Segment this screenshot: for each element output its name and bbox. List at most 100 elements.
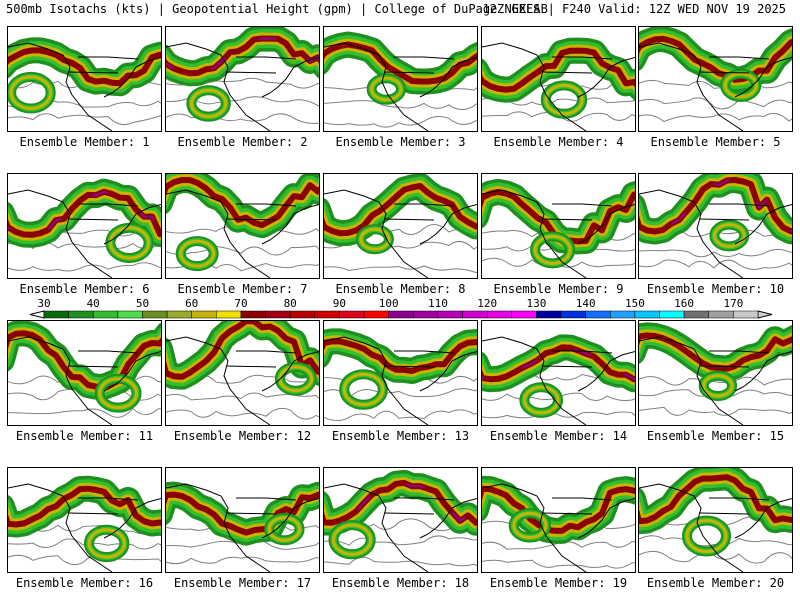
height-contour — [639, 248, 792, 258]
jet-isotach-band-3 — [8, 47, 161, 87]
coastline-border — [639, 336, 792, 425]
scale-bin — [659, 310, 685, 319]
height-contour — [639, 112, 792, 123]
scale-bin — [68, 310, 94, 319]
coastline-border — [324, 42, 477, 131]
scale-bin — [142, 310, 168, 319]
isotach-map-svg — [8, 321, 161, 425]
scale-bin — [265, 310, 291, 319]
height-contour — [166, 407, 319, 420]
isotach-map-svg — [8, 37, 161, 131]
vortex-isotach-ring-2 — [108, 226, 151, 260]
isotach-map-svg — [324, 31, 477, 131]
ensemble-member-label: Ensemble Member: 14 — [489, 429, 628, 443]
ensemble-member-label: Ensemble Member: 5 — [650, 135, 781, 149]
scale-bin — [462, 310, 488, 319]
vortex-isotach-ring-2 — [512, 511, 548, 540]
scale-bin — [708, 310, 734, 319]
coastline-border — [166, 42, 319, 131]
vortex-isotach-ring-2 — [189, 88, 228, 119]
height-contour — [639, 406, 792, 416]
ensemble-member-map — [7, 320, 162, 426]
ensemble-member-label: Ensemble Member: 4 — [493, 135, 624, 149]
scale-bin — [43, 310, 69, 319]
vortex-isotach-ring-2 — [98, 377, 138, 410]
jet-isotach-band-3 — [482, 47, 635, 93]
height-contour — [8, 113, 161, 126]
ensemble-member-label: Ensemble Member: 18 — [331, 576, 470, 590]
isotach-map-svg — [482, 475, 635, 572]
ensemble-member-label: Ensemble Member: 19 — [489, 576, 628, 590]
ensemble-member-label: Ensemble Member: 2 — [177, 135, 308, 149]
scale-bin — [585, 310, 611, 319]
ensemble-member-map — [165, 467, 320, 573]
isotach-map-svg — [324, 469, 477, 572]
coastline-border — [8, 189, 161, 278]
scale-tick-label: 120 — [477, 297, 497, 310]
ensemble-member-label: Ensemble Member: 13 — [331, 429, 470, 443]
height-contour — [324, 409, 477, 421]
jet-isotach-band-3 — [639, 474, 792, 525]
isotach-map-svg — [166, 27, 319, 131]
scale-bin — [610, 310, 636, 319]
ensemble-member-label: Ensemble Member: 1 — [19, 135, 150, 149]
height-contour — [482, 411, 635, 419]
ensemble-member-map — [481, 467, 636, 573]
isotach-map-svg — [166, 321, 319, 425]
isotach-map-svg — [8, 178, 161, 278]
scale-bin — [339, 310, 365, 319]
scale-bin — [486, 310, 513, 319]
jet-isotach-band-3 — [482, 344, 635, 383]
ensemble-member-map — [165, 173, 320, 279]
height-contour — [166, 113, 319, 124]
vortex-isotach-ring-2 — [370, 76, 403, 102]
scale-tick-label: 100 — [379, 297, 399, 310]
coastline-border — [482, 336, 635, 425]
height-contour — [166, 556, 319, 565]
jet-isotach-band-3 — [324, 41, 477, 85]
scale-bin — [634, 310, 660, 319]
height-contour — [8, 538, 161, 550]
scale-bin — [166, 310, 192, 319]
scale-bin — [437, 310, 463, 319]
jet-isotach-band-3 — [166, 321, 319, 380]
ensemble-member-map — [7, 173, 162, 279]
vortex-isotach-ring-2 — [533, 234, 572, 265]
vortex-isotach-ring-2 — [267, 516, 302, 542]
height-contour — [639, 550, 792, 564]
ensemble-member-map — [323, 173, 478, 279]
ensemble-member-map — [638, 26, 793, 132]
scale-tick-label: 40 — [87, 297, 100, 310]
coastline-border — [639, 189, 792, 278]
scale-bin — [314, 310, 340, 319]
scale-tick-label: 90 — [333, 297, 346, 310]
isotach-map-svg — [482, 334, 635, 425]
scale-bin — [511, 310, 537, 319]
height-contour — [324, 265, 477, 273]
scale-left-arrow — [29, 310, 45, 319]
height-contour — [482, 392, 635, 402]
coastline-border — [166, 336, 319, 425]
scale-tick-label: 160 — [674, 297, 694, 310]
ensemble-member-label: Ensemble Member: 7 — [177, 282, 308, 296]
isotach-map-svg — [482, 37, 635, 131]
jet-isotach-band-3 — [639, 35, 792, 83]
height-contour — [324, 100, 477, 111]
ensemble-member-map — [323, 26, 478, 132]
ensemble-member-label: Ensemble Member: 6 — [19, 282, 150, 296]
isotach-map-svg — [324, 328, 477, 425]
vortex-isotach-ring-2 — [332, 523, 373, 556]
scale-tick-label: 140 — [576, 297, 596, 310]
scale-bin — [733, 310, 759, 319]
jet-isotach-band-3 — [8, 188, 161, 238]
ensemble-member-map — [7, 467, 162, 573]
scale-tick-label: 150 — [625, 297, 645, 310]
isotach-map-svg — [166, 481, 319, 572]
scale-bin — [536, 310, 562, 319]
scale-tick-label: 170 — [723, 297, 743, 310]
ensemble-member-map — [165, 320, 320, 426]
ensemble-member-label: Ensemble Member: 17 — [173, 576, 312, 590]
jet-isotach-band-3 — [8, 485, 161, 528]
vortex-isotach-ring-2 — [179, 239, 216, 268]
ensemble-member-label: Ensemble Member: 20 — [646, 576, 785, 590]
